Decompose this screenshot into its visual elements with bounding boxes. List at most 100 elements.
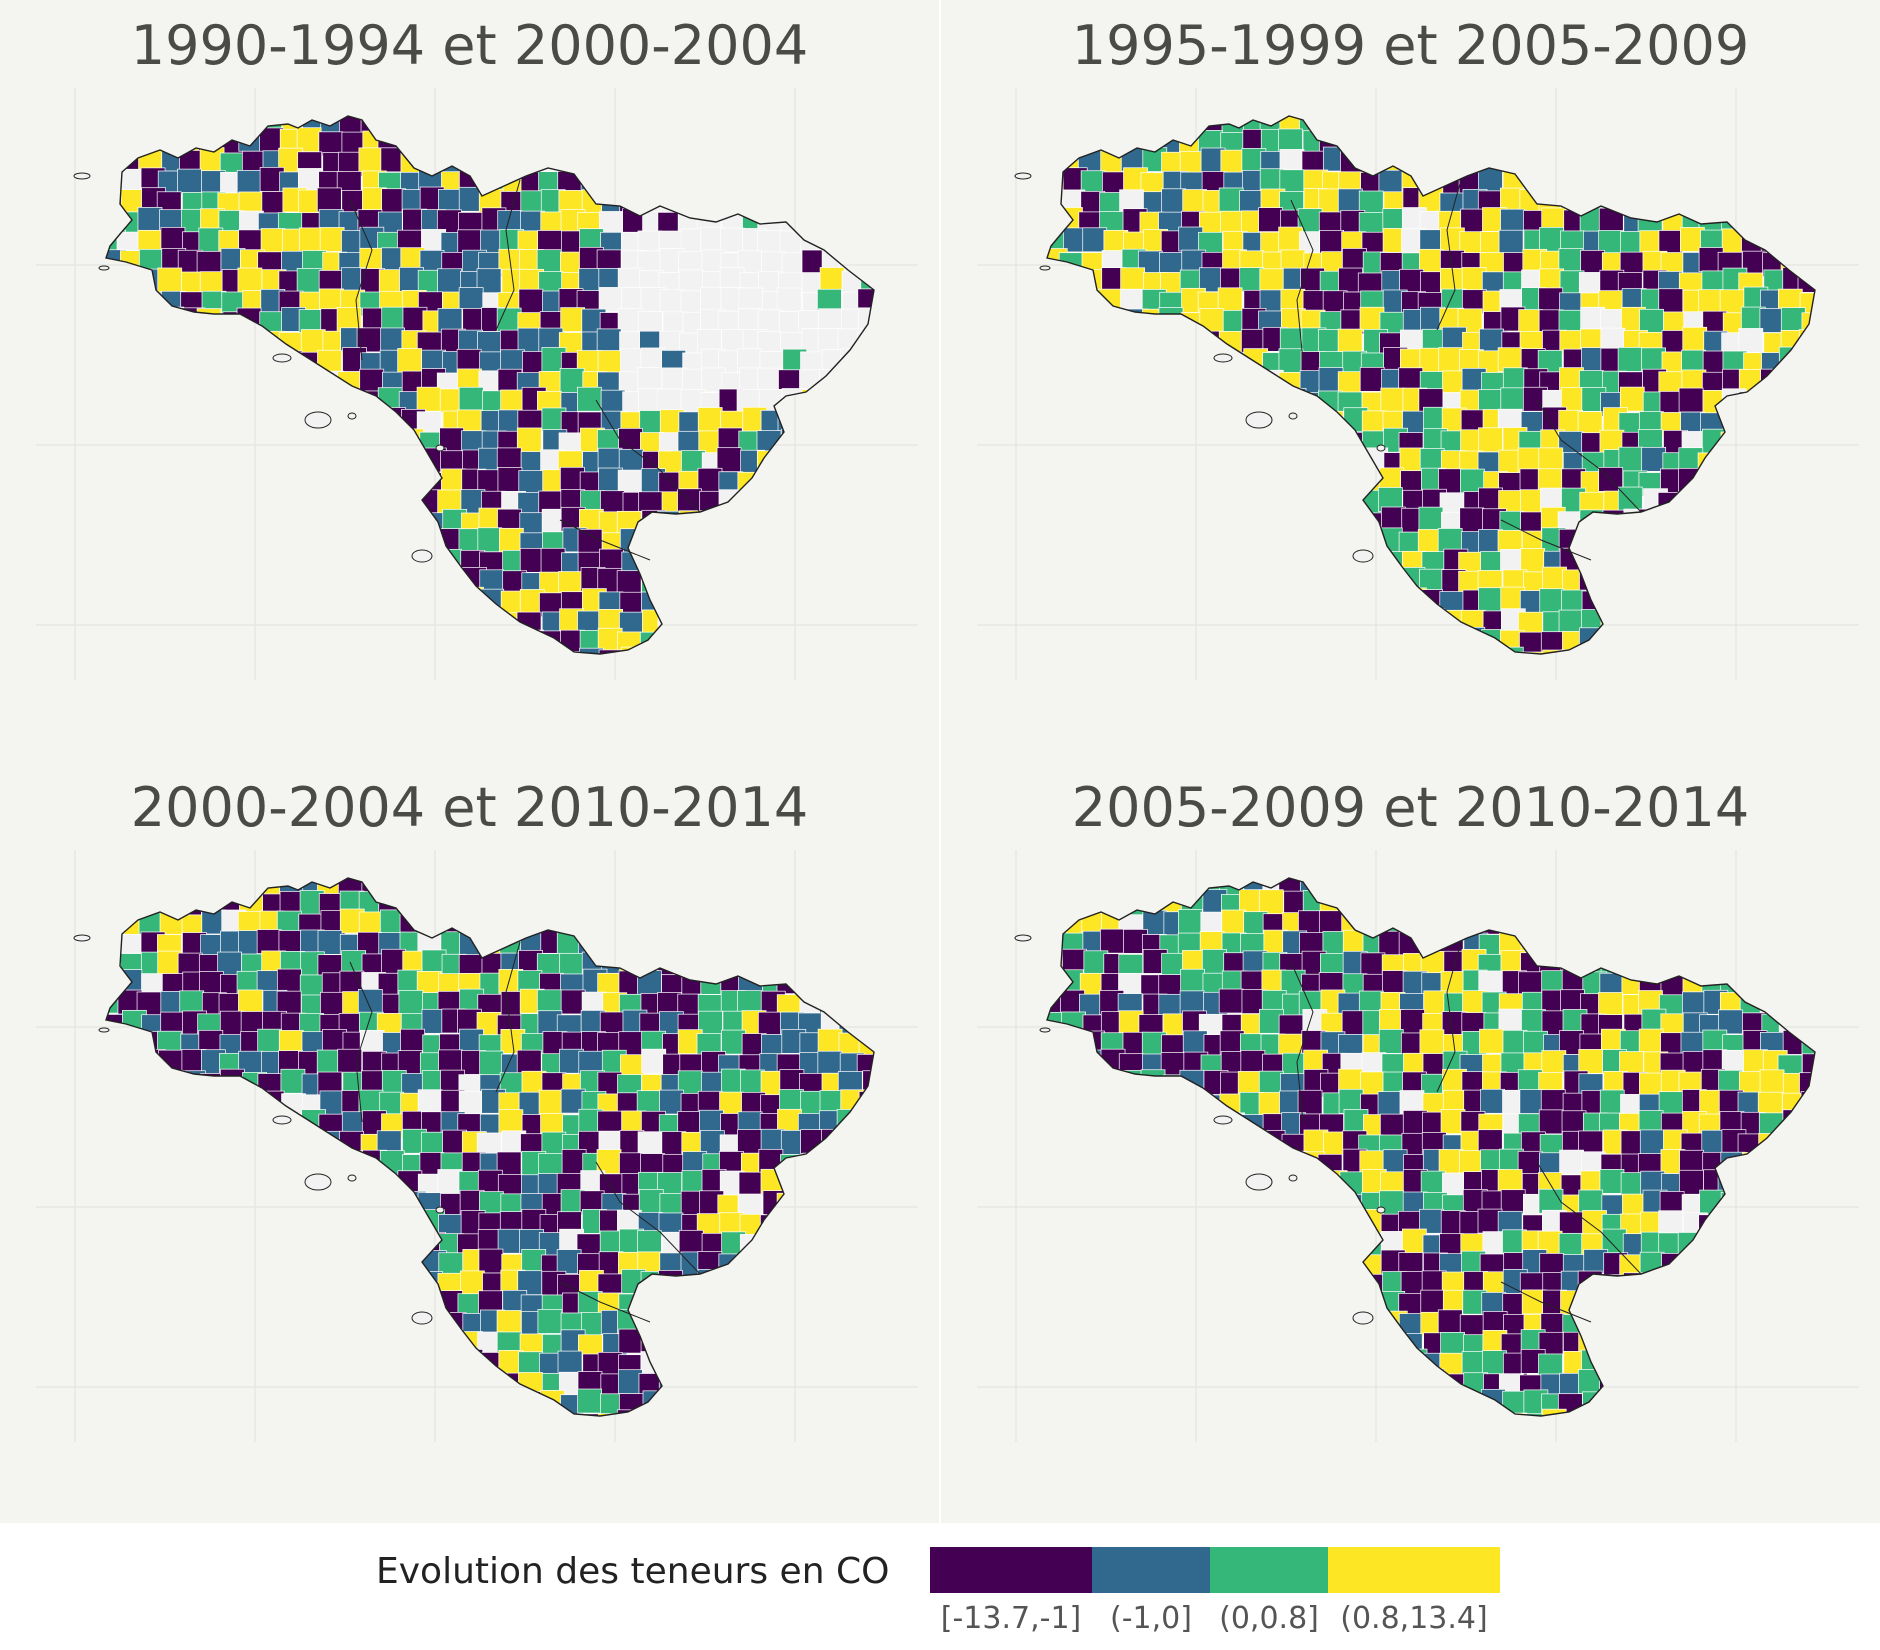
commune-cell <box>518 288 544 314</box>
commune-cell <box>106 1151 122 1177</box>
commune-cell <box>401 567 426 593</box>
commune-cell <box>1203 1173 1228 1199</box>
commune-cell <box>1437 1309 1463 1335</box>
commune-cell <box>181 1112 206 1138</box>
commune-cell <box>1601 1313 1626 1339</box>
commune-cell <box>118 527 144 553</box>
commune-cell <box>141 590 167 615</box>
commune-cell <box>1762 410 1788 436</box>
commune-cell <box>399 1269 425 1294</box>
commune-cell <box>821 911 846 937</box>
commune-cell <box>1798 430 1815 456</box>
commune-cell <box>1500 208 1525 234</box>
commune-cell <box>106 508 124 534</box>
commune-cell <box>1258 591 1284 617</box>
commune-cell <box>1603 129 1629 155</box>
commune-cell <box>1178 1211 1203 1237</box>
commune-cell <box>1698 949 1723 975</box>
commune-cell <box>1179 368 1204 394</box>
commune-cell <box>1057 1030 1083 1055</box>
commune-cell <box>240 1172 265 1198</box>
commune-cell <box>1578 878 1604 895</box>
commune-cell <box>841 452 866 478</box>
commune-cell <box>1800 116 1815 135</box>
commune-cell <box>479 127 505 153</box>
commune-cell <box>160 632 186 654</box>
commune-cell <box>217 1329 242 1354</box>
commune-cell <box>398 627 423 652</box>
commune-cell <box>1161 1408 1187 1416</box>
commune-cell <box>1742 1269 1768 1295</box>
commune-cell <box>1521 1289 1547 1315</box>
commune-cell <box>1638 167 1664 193</box>
commune-cell <box>860 1232 874 1258</box>
commune-cell <box>1118 1113 1144 1139</box>
commune-cell <box>317 1388 343 1414</box>
commune-cell <box>1063 1053 1088 1078</box>
commune-cell <box>1047 1089 1068 1115</box>
commune-cell <box>221 330 247 356</box>
commune-cell <box>1738 391 1764 417</box>
commune-cell <box>1743 190 1769 216</box>
commune-cell <box>1238 1150 1263 1176</box>
commune-cell <box>1701 1232 1727 1258</box>
commune-cell <box>519 547 545 573</box>
commune-cell <box>1418 506 1444 532</box>
commune-cell <box>861 1272 874 1297</box>
commune-cell <box>657 1413 683 1416</box>
commune-cell <box>1060 627 1086 653</box>
commune-cell <box>1061 468 1087 494</box>
commune-cell <box>1047 910 1064 935</box>
commune-cell <box>1238 387 1264 413</box>
commune-cell <box>1280 1289 1306 1315</box>
commune-cell <box>442 889 467 914</box>
commune-cell <box>1538 1109 1564 1135</box>
commune-cell <box>1802 1111 1815 1136</box>
commune-cell <box>1342 588 1368 613</box>
commune-cell <box>1681 1371 1706 1397</box>
commune-cell <box>1342 891 1368 917</box>
commune-cell <box>1498 229 1524 255</box>
commune-cell <box>281 428 306 454</box>
commune-cell <box>336 509 362 535</box>
commune-cell <box>802 972 828 998</box>
commune-cell <box>236 169 262 195</box>
commune-cell <box>417 893 443 919</box>
commune-cell <box>1701 607 1726 633</box>
commune-cell <box>358 547 384 573</box>
commune-cell <box>1158 370 1184 395</box>
commune-cell <box>1762 116 1787 135</box>
commune-cell <box>1601 1274 1627 1300</box>
commune-cell <box>1239 1294 1265 1319</box>
commune-cell <box>1059 1129 1085 1154</box>
commune-cell <box>717 187 743 213</box>
commune-cell <box>1622 647 1648 654</box>
commune-cell <box>1718 628 1744 654</box>
commune-cell <box>340 1150 366 1176</box>
commune-cell <box>1682 1411 1708 1416</box>
commune-cell <box>1098 878 1123 898</box>
commune-cell <box>541 890 566 916</box>
commune-cell <box>279 509 305 535</box>
commune-cell <box>1122 1150 1147 1176</box>
commune-cell <box>557 909 583 935</box>
commune-cell <box>700 547 726 572</box>
commune-cell <box>1102 1170 1128 1196</box>
commune-cell <box>557 127 582 153</box>
commune-cell <box>799 128 824 154</box>
commune-cell <box>557 1350 583 1376</box>
commune-cell <box>106 1071 122 1097</box>
commune-cell <box>280 1413 306 1416</box>
commune-cell <box>1618 116 1643 136</box>
commune-cell <box>1239 1208 1265 1234</box>
commune-cell <box>621 890 646 916</box>
commune-cell <box>1599 1370 1624 1396</box>
commune-cell <box>280 1213 306 1239</box>
commune-cell <box>1302 1168 1328 1194</box>
commune-cell <box>1539 878 1565 897</box>
commune-cell <box>1662 512 1688 538</box>
commune-cell <box>139 1089 165 1114</box>
commune-cell <box>1101 407 1126 433</box>
island <box>1288 1174 1298 1182</box>
commune-cell <box>1081 116 1106 136</box>
